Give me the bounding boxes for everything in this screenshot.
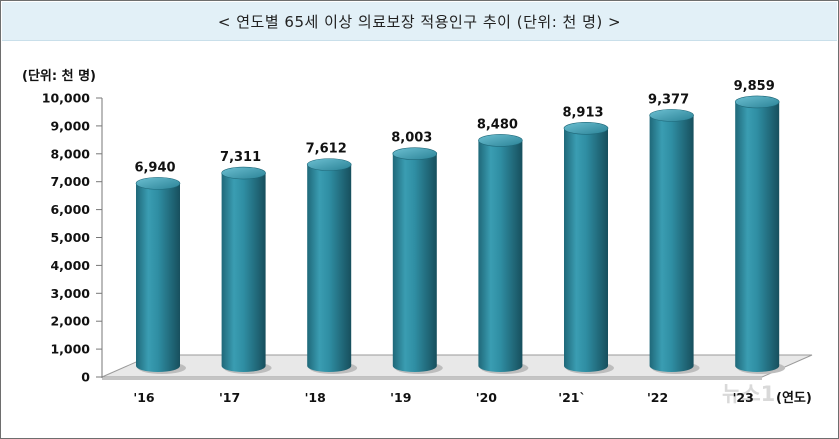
category-label: '18 [305,390,326,405]
bar [478,134,529,374]
bar [392,147,443,374]
bar [221,166,272,374]
y-tick-label: 3,000 [50,286,90,301]
bar-cap [135,177,181,190]
chart-floor-front [102,377,762,380]
value-labels: 6,940 7,311 7,612 8,003 8,480 8,913 9,377 9,859 [134,79,774,175]
value-label: 7,612 [306,142,347,157]
bar [563,122,614,374]
title-band: < 연도별 65세 이상 의료보장 적용인구 추이 (단위: 천 명) > [2,2,837,41]
bar-body [649,115,694,372]
bar [649,109,700,374]
y-tick-label: 5,000 [50,230,90,245]
category-label: '21` [558,390,585,405]
y-tick-label: 8,000 [50,146,90,161]
bar-body [392,153,437,372]
y-ticks: 0 1,000 2,000 3,000 4,000 5,000 6,000 7,000 8,00… [42,91,102,385]
bar-body [478,140,523,372]
bar-cap [478,134,523,147]
bar-cap [649,109,694,122]
y-tick-label: 1,000 [50,342,90,357]
category-label: '19 [390,390,411,405]
category-labels: '16 '17 '18 '19 '20 '21` '22 '23 [133,390,753,405]
bar-cap [392,147,438,161]
y-axis-label: (단위: 천 명) [22,68,96,84]
category-label: '20 [476,390,498,405]
y-tick-label: 9,000 [50,118,90,133]
value-label: 9,377 [648,92,689,107]
y-tick-label: 10,000 [42,91,91,106]
value-label: 8,913 [562,105,603,120]
category-label: '23 [733,390,754,405]
category-label: '16 [133,390,155,405]
bar-cap [306,158,352,171]
bar [135,177,186,374]
y-tick-label: 6,000 [50,202,90,217]
value-label: 8,480 [477,117,518,132]
bar [306,158,358,374]
bar-cap [563,122,609,135]
value-label: 8,003 [391,131,432,146]
bar-body [564,128,608,372]
bar-cap [734,95,780,109]
bars [135,95,786,374]
category-label: '17 [219,390,240,405]
value-label: 9,859 [734,79,775,94]
bar-body [307,164,352,372]
category-label: '22 [647,390,668,405]
bar-cap [221,166,266,180]
watermark: 뉴스1 [722,382,775,406]
value-label: 6,940 [134,160,175,175]
bar-body [735,101,780,372]
bar-body [221,173,266,372]
value-label: 7,311 [220,150,261,165]
y-tick-label: 0 [81,370,90,385]
y-tick-label: 2,000 [50,314,90,329]
chart-floor [101,354,813,378]
x-axis-label: (연도) [776,391,812,406]
bar [734,95,786,374]
y-tick-label: 4,000 [50,258,90,273]
chart-title: < 연도별 65세 이상 의료보장 적용인구 추이 (단위: 천 명) > [217,13,622,31]
bar-body [136,183,180,372]
y-tick-label: 7,000 [50,174,90,189]
